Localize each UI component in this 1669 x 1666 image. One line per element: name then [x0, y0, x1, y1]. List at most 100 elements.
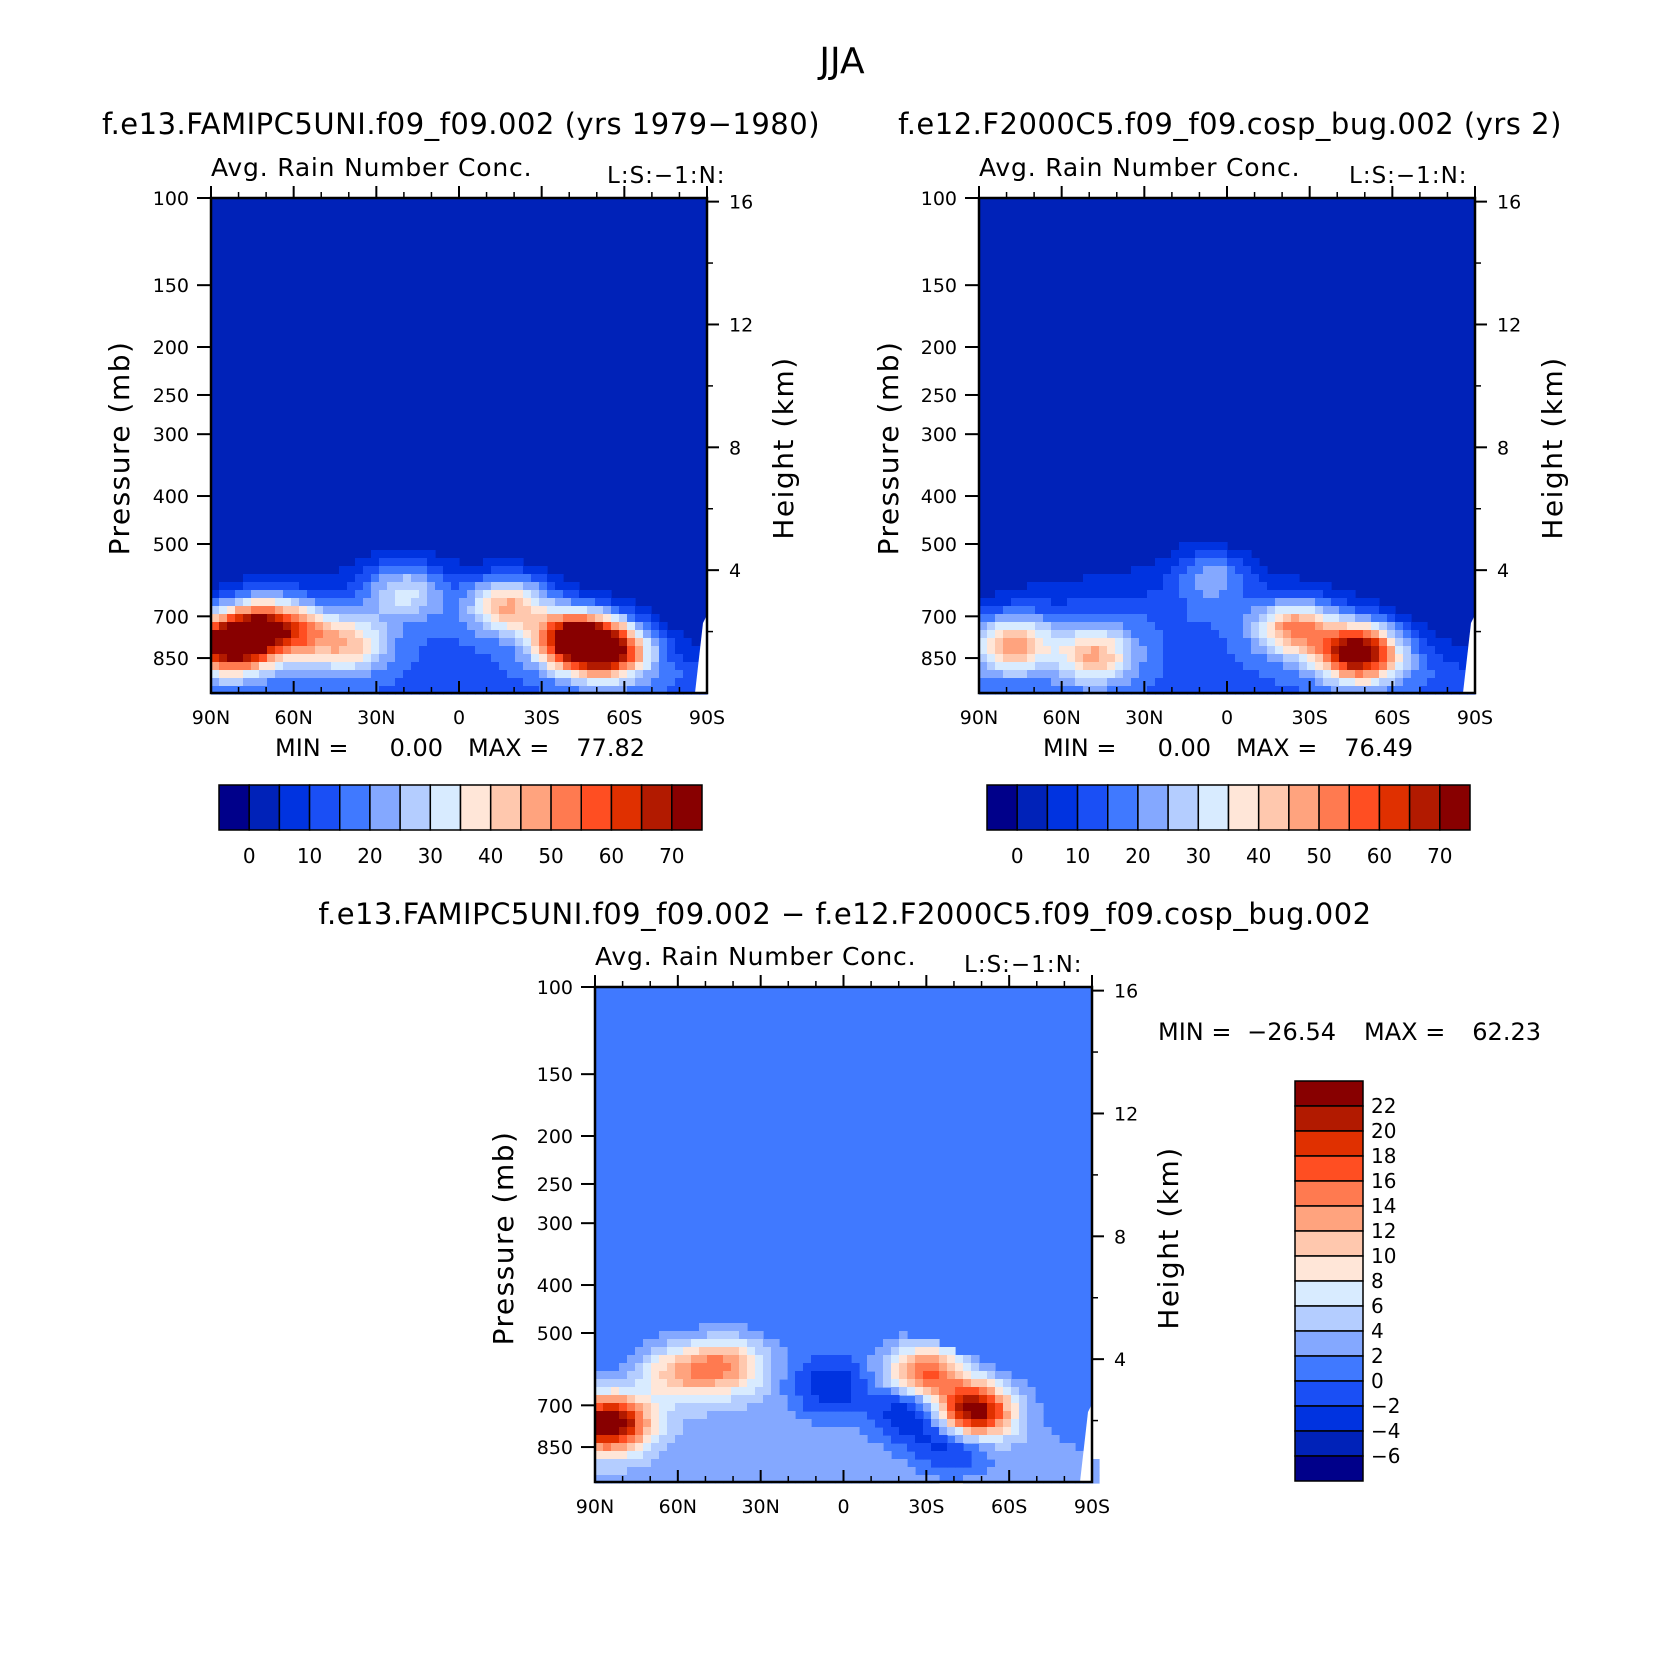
colorbar-box [1294, 1380, 1364, 1407]
field-cell [499, 590, 508, 599]
field-cell [1339, 614, 1348, 623]
field-cell [475, 662, 484, 671]
field-cell [923, 1443, 932, 1452]
field-cell [211, 590, 220, 599]
field-cell [1315, 638, 1324, 647]
field-cell [1291, 646, 1300, 655]
field-cell [243, 614, 252, 623]
field-cell [1131, 566, 1140, 575]
y-tick-label: 300 [537, 1213, 573, 1235]
field-cell [467, 630, 476, 639]
field-cell [643, 654, 652, 663]
field-cell [603, 630, 612, 639]
field-cell [1219, 614, 1228, 623]
field-cell [1307, 662, 1316, 671]
field-cell [1227, 566, 1236, 575]
field-cell [715, 1451, 724, 1460]
field-cell [1123, 590, 1132, 599]
field-cell [427, 606, 436, 615]
field-cell [915, 1371, 924, 1380]
field-cell [795, 1419, 804, 1428]
field-cell [595, 646, 604, 655]
field-cell [659, 638, 668, 647]
field-cell [635, 1435, 644, 1444]
field-cell [1035, 678, 1044, 687]
field-cell [763, 1459, 772, 1468]
field-cell [555, 678, 564, 687]
field-cell [675, 670, 684, 679]
field-cell [459, 678, 468, 687]
field-cell [483, 574, 492, 583]
field-cell [1339, 606, 1348, 615]
colorbar-box [248, 784, 281, 831]
field-cell [907, 1443, 916, 1452]
field-cell [459, 582, 468, 591]
field-cell [627, 1379, 636, 1388]
field-cell [891, 1459, 900, 1468]
field-cell [723, 1347, 732, 1356]
field-cell [419, 622, 428, 631]
colorbar-label: 60 [1367, 844, 1392, 868]
field-cell [1003, 646, 1012, 655]
field-cell [979, 622, 988, 631]
field-cell [307, 662, 316, 671]
field-cell [875, 1347, 884, 1356]
field-cell [1235, 550, 1244, 559]
field-cell [779, 1363, 788, 1372]
field-cell [515, 630, 524, 639]
field-cell [691, 1347, 700, 1356]
field-cell [1107, 686, 1116, 695]
field-cell [331, 622, 340, 631]
field-cell [475, 638, 484, 647]
field-cell [419, 630, 428, 639]
field-cell [1227, 630, 1236, 639]
field-cell [739, 1411, 748, 1420]
field-cell [1243, 582, 1252, 591]
field-cell [1203, 654, 1212, 663]
field-cell [979, 1363, 988, 1372]
field-cell [1275, 630, 1284, 639]
field-cell [667, 1331, 676, 1340]
field-cell [1035, 622, 1044, 631]
field-cell [571, 646, 580, 655]
field-cell [387, 654, 396, 663]
field-cell [1371, 654, 1380, 663]
x-tick-label: 30N [741, 1496, 779, 1518]
field-cell [211, 630, 220, 639]
field-cell [907, 1387, 916, 1396]
field-cell [843, 1363, 852, 1372]
field-cell [515, 590, 524, 599]
field-cell [371, 678, 380, 687]
colorbar-box [580, 784, 613, 831]
field-cell [803, 1403, 812, 1412]
field-cell [1051, 582, 1060, 591]
field-cell [299, 630, 308, 639]
field-cell [1147, 582, 1156, 591]
field-cell [1091, 1467, 1100, 1476]
field-cell [1075, 678, 1084, 687]
field-cell [987, 662, 996, 671]
field-cell [1331, 670, 1340, 679]
field-cell [667, 1355, 676, 1364]
y-tick-label: 850 [537, 1437, 573, 1459]
missing-data-region [1080, 1404, 1092, 1482]
field-cell [635, 1467, 644, 1476]
field-cell [683, 654, 692, 663]
field-cell [507, 630, 516, 639]
field-cell [771, 1467, 780, 1476]
field-cell [443, 654, 452, 663]
field-cell [467, 662, 476, 671]
field-cell [1107, 582, 1116, 591]
field-cell [811, 1355, 820, 1364]
field-cell [315, 622, 324, 631]
field-cell [883, 1395, 892, 1404]
field-cell [403, 574, 412, 583]
field-cell [1043, 1451, 1052, 1460]
field-cell [1251, 598, 1260, 607]
field-cell [947, 1395, 956, 1404]
field-cell [411, 686, 420, 695]
field-cell [899, 1435, 908, 1444]
field-cell [635, 1475, 644, 1484]
field-cell [923, 1363, 932, 1372]
